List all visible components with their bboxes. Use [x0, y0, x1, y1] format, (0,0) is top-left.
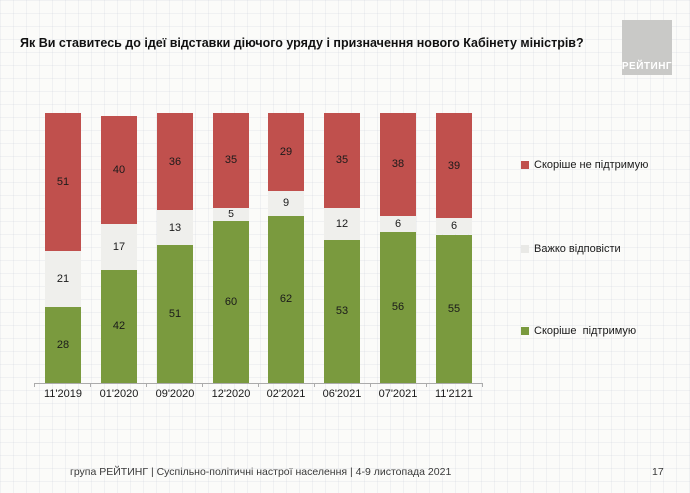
- axis-tick: [482, 383, 483, 387]
- footer-source-text: група РЕЙТИНГ | Суспільно-політичні наст…: [70, 466, 452, 478]
- bar-segment: [101, 115, 137, 224]
- bar-segment: [101, 269, 137, 383]
- bar-value-label: 53: [335, 305, 349, 318]
- bar-segment: [436, 218, 472, 235]
- x-axis-label: 11'2019: [44, 388, 82, 400]
- bar-segment: [268, 215, 304, 383]
- bar-value-label: 56: [391, 301, 405, 314]
- bar-value-label: 6: [450, 220, 458, 233]
- bar-value-label: 51: [168, 308, 182, 321]
- legend-label: Скоріше не підтримую: [534, 159, 649, 171]
- bar-segment: [45, 113, 81, 251]
- bar-segment: [268, 113, 304, 192]
- bar-segment: [45, 250, 81, 308]
- axis-tick: [370, 383, 371, 387]
- bar-value-label: 39: [447, 159, 461, 172]
- axis-tick: [146, 383, 147, 387]
- bar-value-label: 35: [224, 154, 238, 167]
- rating-logo-text: РЕЙТИНГ: [621, 61, 673, 72]
- bar-value-label: 42: [112, 320, 126, 333]
- axis-tick: [90, 383, 91, 387]
- bar-segment: [324, 239, 360, 383]
- bar-segment: [213, 207, 249, 221]
- axis-tick: [34, 383, 35, 387]
- bar-segment: [268, 191, 304, 216]
- axis-tick: [202, 383, 203, 387]
- bar-segment: [157, 113, 193, 211]
- bar-segment: [380, 231, 416, 383]
- bar-value-label: 55: [447, 302, 461, 315]
- x-axis-label: 07'2021: [378, 388, 418, 400]
- legend-item: Скоріше не підтримую: [521, 159, 648, 171]
- page-number: 17: [652, 466, 664, 478]
- bar-value-label: 28: [56, 339, 70, 352]
- bar-segment: [213, 113, 249, 208]
- bar-segment: [324, 113, 360, 208]
- bar-value-label: 12: [335, 217, 349, 230]
- bar-segment: [324, 207, 360, 240]
- x-axis-label: 01'2020: [99, 388, 139, 400]
- bar-value-label: 51: [56, 175, 70, 188]
- axis-tick: [314, 383, 315, 387]
- bar-value-label: 36: [168, 155, 182, 168]
- axis-tick: [258, 383, 259, 387]
- bar-value-label: 40: [112, 163, 126, 176]
- rating-group-logo: РЕЙТИНГ: [622, 20, 672, 75]
- bar-value-label: 38: [391, 158, 405, 171]
- footer: група РЕЙТИНГ | Суспільно-політичні наст…: [0, 466, 690, 486]
- legend-label: Важко відповісти: [534, 243, 621, 255]
- bar-value-label: 5: [228, 208, 234, 221]
- bar-value-label: 9: [282, 197, 290, 210]
- legend-label: Скоріше підтримую: [534, 325, 637, 337]
- page-title: Як Ви ставитесь до ідеї відставки діючог…: [20, 36, 584, 50]
- bar-segment: [380, 113, 416, 216]
- bar-value-label: 35: [335, 154, 349, 167]
- bar-segment: [157, 245, 193, 383]
- axis-tick: [426, 383, 427, 387]
- x-axis-label: 11'2121: [435, 388, 473, 400]
- legend-item: Скоріше підтримую: [521, 325, 636, 337]
- legend-swatch-icon: [521, 161, 529, 169]
- bar-value-label: 17: [112, 240, 126, 253]
- legend-swatch-icon: [521, 245, 529, 253]
- bar-value-label: 21: [56, 273, 70, 286]
- bar-segment: [213, 221, 249, 383]
- bar-segment: [436, 113, 472, 219]
- bar-segment: [101, 223, 137, 270]
- x-axis-label: 02'2021: [266, 388, 306, 400]
- legend-swatch-icon: [521, 327, 529, 335]
- bar-value-label: 13: [168, 221, 182, 234]
- bar-value-label: 6: [394, 217, 402, 230]
- bar-segment: [157, 210, 193, 246]
- bar-value-label: 62: [279, 293, 293, 306]
- bar-value-label: 60: [224, 296, 238, 308]
- bar-segment: [45, 307, 81, 383]
- legend-item: Важко відповісти: [521, 243, 621, 255]
- x-axis-label: 06'2021: [322, 388, 362, 400]
- bar-segment: [436, 234, 472, 383]
- x-axis-label: 12'2020: [211, 388, 251, 400]
- bar-value-label: 29: [279, 146, 293, 159]
- bar-segment: [380, 215, 416, 232]
- x-axis-label: 09'2020: [155, 388, 195, 400]
